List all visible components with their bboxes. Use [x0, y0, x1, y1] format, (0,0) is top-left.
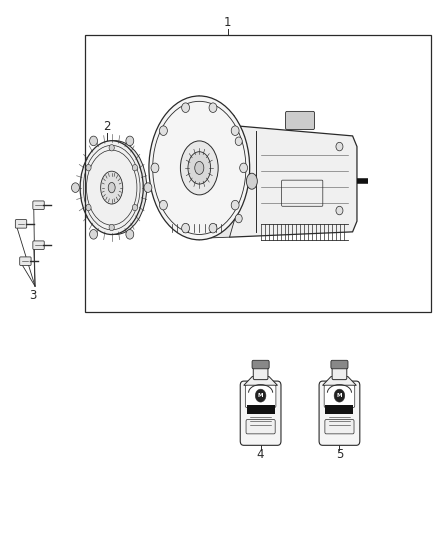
FancyBboxPatch shape: [253, 365, 268, 379]
Polygon shape: [244, 376, 277, 385]
Circle shape: [182, 103, 190, 112]
Circle shape: [86, 165, 91, 171]
Circle shape: [90, 230, 98, 239]
Circle shape: [240, 163, 247, 173]
FancyBboxPatch shape: [319, 381, 360, 446]
FancyBboxPatch shape: [331, 360, 348, 369]
FancyBboxPatch shape: [332, 365, 347, 379]
Circle shape: [159, 200, 167, 210]
Circle shape: [90, 136, 98, 146]
Text: M: M: [258, 393, 263, 398]
FancyBboxPatch shape: [246, 419, 275, 434]
FancyBboxPatch shape: [33, 201, 44, 209]
Circle shape: [109, 224, 114, 231]
Circle shape: [71, 183, 79, 192]
Polygon shape: [194, 220, 234, 240]
Circle shape: [235, 214, 242, 223]
Text: 1: 1: [224, 16, 232, 29]
Circle shape: [132, 204, 138, 211]
FancyBboxPatch shape: [252, 360, 269, 369]
Circle shape: [231, 200, 239, 210]
Text: 5: 5: [336, 448, 343, 461]
FancyBboxPatch shape: [247, 405, 275, 414]
Circle shape: [132, 165, 138, 171]
Circle shape: [235, 137, 242, 146]
Circle shape: [334, 389, 345, 402]
Circle shape: [86, 204, 91, 211]
Circle shape: [144, 183, 152, 192]
Bar: [85, 35, 431, 312]
Text: 2: 2: [103, 120, 111, 133]
Circle shape: [159, 126, 167, 135]
Circle shape: [336, 142, 343, 151]
Circle shape: [336, 206, 343, 215]
Ellipse shape: [195, 161, 204, 174]
Ellipse shape: [246, 173, 257, 189]
FancyBboxPatch shape: [20, 257, 31, 265]
Ellipse shape: [188, 152, 211, 184]
FancyBboxPatch shape: [286, 111, 314, 130]
Circle shape: [126, 230, 134, 239]
Circle shape: [255, 389, 266, 402]
Ellipse shape: [84, 141, 147, 235]
Circle shape: [209, 223, 217, 233]
FancyBboxPatch shape: [325, 419, 354, 434]
Text: 3: 3: [29, 289, 36, 302]
Text: 4: 4: [257, 448, 265, 461]
FancyBboxPatch shape: [245, 385, 276, 407]
Circle shape: [151, 163, 159, 173]
Circle shape: [182, 223, 190, 233]
FancyBboxPatch shape: [240, 381, 281, 446]
Polygon shape: [322, 376, 356, 385]
Polygon shape: [230, 125, 357, 237]
Ellipse shape: [108, 182, 115, 193]
Ellipse shape: [80, 141, 143, 235]
Text: M: M: [337, 393, 342, 398]
Circle shape: [109, 144, 114, 151]
Polygon shape: [194, 96, 234, 125]
Circle shape: [126, 136, 134, 146]
Circle shape: [231, 126, 239, 135]
Ellipse shape: [101, 171, 123, 204]
Circle shape: [209, 103, 217, 112]
FancyBboxPatch shape: [325, 405, 353, 414]
Ellipse shape: [149, 96, 250, 240]
Ellipse shape: [180, 141, 218, 195]
FancyBboxPatch shape: [15, 220, 27, 228]
FancyBboxPatch shape: [324, 385, 355, 407]
FancyBboxPatch shape: [33, 241, 44, 249]
